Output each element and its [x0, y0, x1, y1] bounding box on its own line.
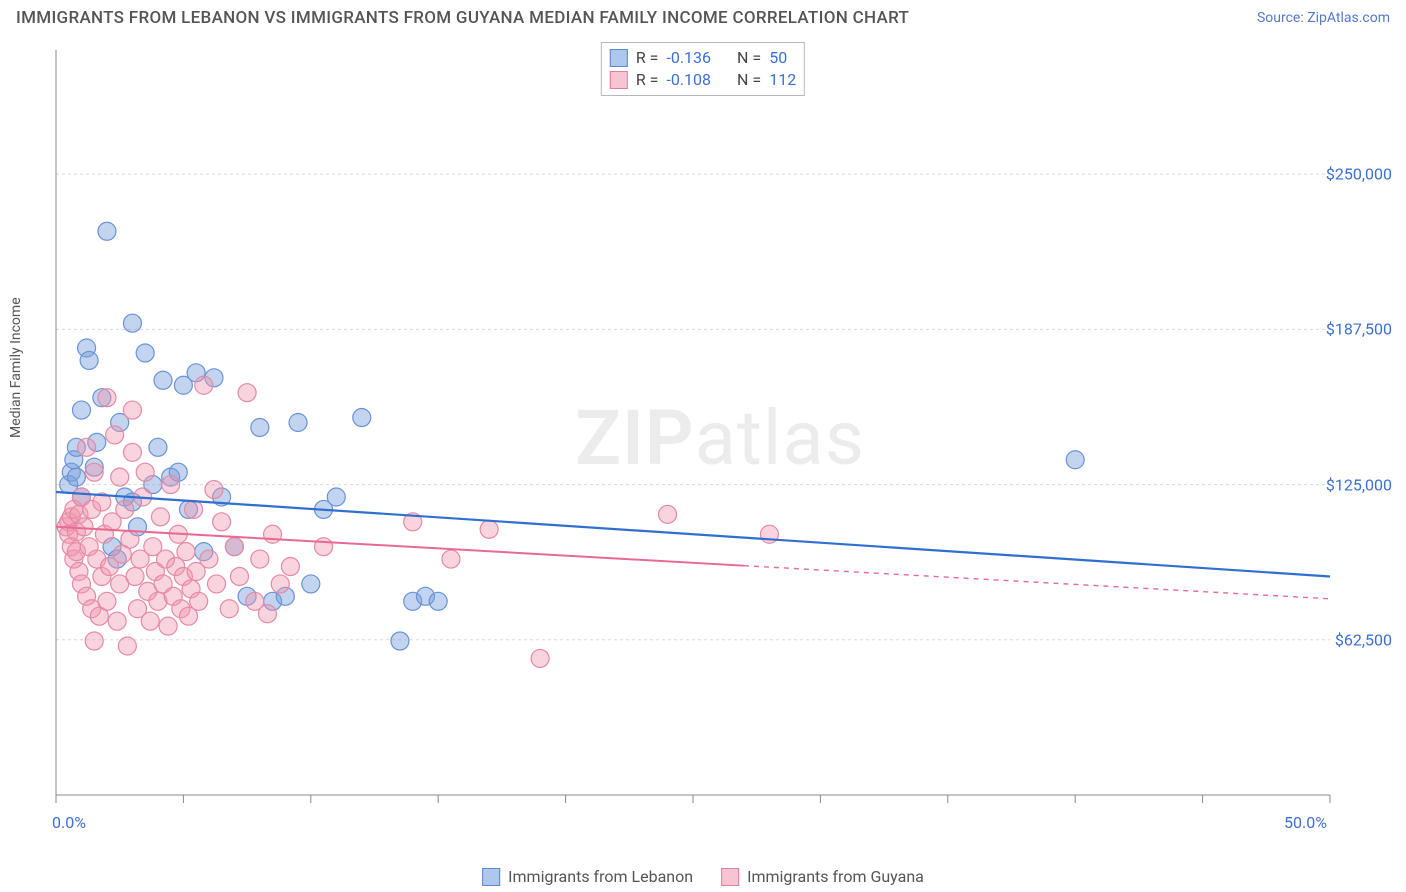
scatter-plot [50, 40, 1390, 835]
n-value-guyana: 112 [769, 69, 796, 91]
legend-item-lebanon: Immigrants from Lebanon [482, 867, 693, 886]
swatch-guyana [610, 71, 628, 89]
y-tick-label: $62,500 [1335, 630, 1392, 649]
r-value-guyana: -0.108 [666, 69, 711, 91]
x-axis-min-label: 0.0% [52, 813, 86, 832]
x-axis-max-label: 50.0% [1284, 813, 1327, 832]
legend-label-lebanon: Immigrants from Lebanon [508, 867, 693, 886]
series-legend: Immigrants from Lebanon Immigrants from … [482, 867, 924, 886]
chart-container: IMMIGRANTS FROM LEBANON VS IMMIGRANTS FR… [0, 0, 1406, 892]
correlation-row-guyana: R = -0.108 N = 112 [610, 69, 796, 91]
legend-label-guyana: Immigrants from Guyana [747, 867, 924, 886]
r-label: R = [636, 69, 659, 91]
y-tick-label: $125,000 [1326, 475, 1392, 494]
swatch-guyana [721, 868, 739, 886]
n-label: N = [737, 47, 761, 69]
chart-title: IMMIGRANTS FROM LEBANON VS IMMIGRANTS FR… [16, 8, 909, 28]
n-value-lebanon: 50 [769, 47, 787, 69]
n-label: N = [737, 69, 761, 91]
correlation-row-lebanon: R = -0.136 N = 50 [610, 47, 796, 69]
y-tick-label: $250,000 [1326, 165, 1392, 184]
source-label: Source: [1257, 10, 1307, 26]
r-label: R = [636, 47, 659, 69]
swatch-lebanon [610, 49, 628, 67]
legend-item-guyana: Immigrants from Guyana [721, 867, 924, 886]
source-attribution: Source: ZipAtlas.com [1257, 10, 1390, 26]
y-axis-label: Median Family Income [8, 297, 24, 438]
swatch-lebanon [482, 868, 500, 886]
source-name: ZipAtlas.com [1307, 10, 1390, 26]
y-tick-label: $187,500 [1326, 320, 1392, 339]
header: IMMIGRANTS FROM LEBANON VS IMMIGRANTS FR… [0, 0, 1406, 32]
chart-area: ZIPatlas [50, 40, 1390, 835]
r-value-lebanon: -0.136 [666, 47, 711, 69]
correlation-legend: R = -0.136 N = 50 R = -0.108 N = 112 [601, 42, 805, 96]
